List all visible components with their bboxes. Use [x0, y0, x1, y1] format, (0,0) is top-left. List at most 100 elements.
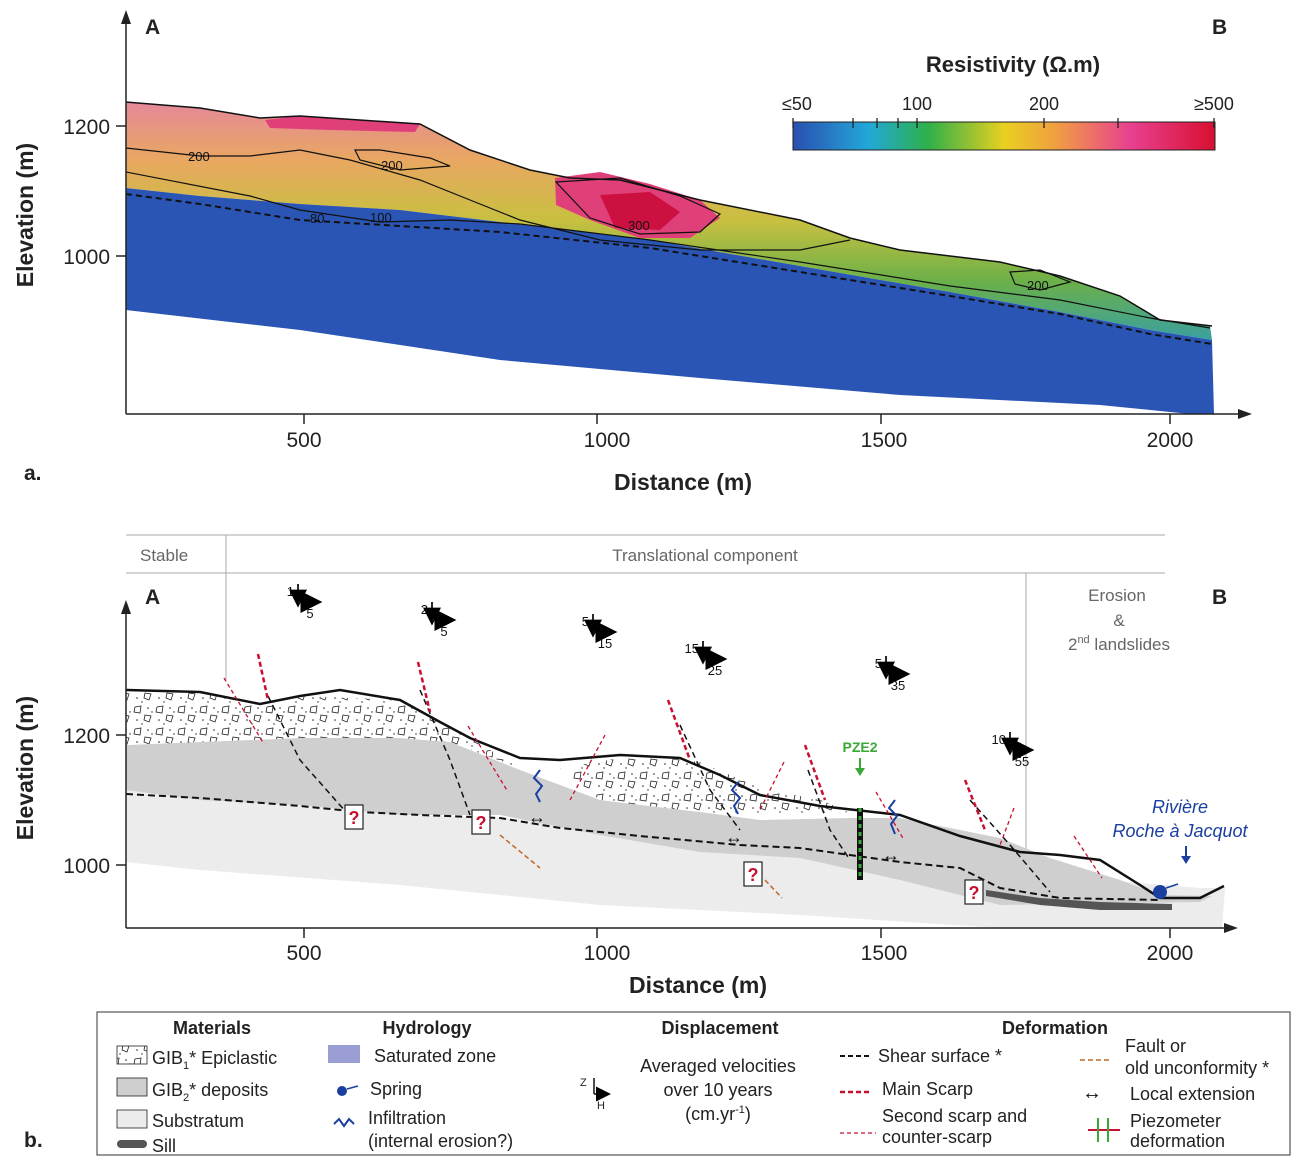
infiltration-icon — [532, 769, 544, 803]
legend-displacement-line2: over 10 years — [663, 1080, 772, 1100]
spring-arrow — [1165, 883, 1179, 889]
gib1-layer — [560, 755, 850, 815]
main-scarps — [256, 653, 987, 831]
zone-label-ampersand: & — [1113, 611, 1125, 630]
question-box — [344, 804, 364, 830]
legend-deformation-title: Deformation — [1002, 1018, 1108, 1038]
panel-b: Stable Translational component Erosion &… — [12, 534, 1249, 998]
colorbar: Resistivity (Ω.m) ≤50 100 200 ≥500 — [782, 52, 1234, 151]
panel-label-b: b. — [24, 1129, 43, 1152]
contour-label: 100 — [370, 210, 392, 225]
legend-materials-title: Materials — [173, 1018, 251, 1038]
main-scarp — [416, 661, 432, 713]
x-tick-label: 1000 — [584, 942, 631, 965]
velocity-h-value: 5 — [306, 606, 313, 621]
local-extension-icon: ↔ — [528, 807, 546, 827]
faults — [499, 834, 783, 899]
local-extension-icon: ↔ — [725, 827, 743, 847]
shear-branch — [679, 724, 741, 831]
question-box — [471, 809, 491, 835]
spring-legend-arrow — [346, 1085, 359, 1090]
contour-line — [354, 149, 451, 171]
contour-dashed-80 — [125, 193, 1213, 345]
zone-label-stable: Stable — [140, 546, 188, 565]
contour-line — [554, 177, 722, 235]
main-scarp — [666, 699, 692, 761]
infiltration-markers — [532, 769, 899, 835]
x-tick-label: 1500 — [861, 429, 908, 452]
velocity-h-value: 35 — [891, 678, 905, 693]
legend-displacement-title: Displacement — [661, 1018, 778, 1038]
y-tick-label: 1200 — [63, 725, 110, 748]
velocity-z-value: 15 — [685, 641, 699, 656]
zone-label-erosion: Erosion — [1088, 586, 1146, 605]
legend-piezo-1: Piezometer — [1130, 1111, 1221, 1131]
y-axis-arrow — [121, 10, 131, 24]
contour-label: 80 — [310, 211, 324, 226]
question-mark: ? — [476, 813, 487, 833]
resistivity-high-top — [265, 116, 420, 132]
x-tick-label: 2000 — [1147, 429, 1194, 452]
sill — [986, 890, 1172, 910]
profile-end-a: A — [145, 16, 160, 39]
swatch-gib2 — [116, 1077, 148, 1097]
profile-end-a: A — [145, 586, 160, 609]
gib1-layer — [126, 690, 520, 768]
shear-branch — [969, 799, 1051, 893]
legend-local-ext: Local extension — [1130, 1084, 1255, 1104]
infiltration-icon — [887, 799, 899, 835]
y-tick-label: 1000 — [63, 246, 110, 269]
panel-a: 200 200 80 100 300 200 1200 1000 500 100… — [12, 10, 1252, 495]
legend-second-2: counter-scarp — [882, 1127, 992, 1147]
legend-displacement-line3: (cm.yr-1) — [685, 1104, 751, 1124]
piezometer-arrow-head — [855, 768, 865, 776]
swatch-saturated — [328, 1045, 360, 1063]
legend-fault-2: old unconformity * — [1125, 1058, 1269, 1078]
legend-infiltration-2: (internal erosion?) — [368, 1131, 513, 1151]
main-scarp — [963, 779, 987, 831]
colorbar-tick-label: 200 — [1029, 94, 1059, 114]
contour-label: 200 — [1027, 278, 1049, 293]
legend-local-ext-icon: ↔ — [1082, 1082, 1102, 1104]
colorbar-tick-label: 100 — [902, 94, 932, 114]
local-extension-icon: ↔ — [882, 845, 900, 865]
legend-infiltration-1: Infiltration — [368, 1108, 446, 1128]
swatch-gib1 — [116, 1045, 148, 1065]
legend-z: Z — [580, 1077, 587, 1089]
x-tick-label: 1000 — [584, 429, 631, 452]
second-scarp — [1073, 835, 1103, 879]
main-scarp — [256, 653, 270, 701]
legend-h: H — [597, 1100, 605, 1112]
velocity-z-value: 1 — [287, 584, 294, 599]
contour-label: 300 — [628, 218, 650, 233]
legend-sill: Sill — [152, 1136, 176, 1156]
second-scarps — [223, 677, 1103, 879]
zone-label-translational: Translational component — [612, 546, 798, 565]
main-scarp — [803, 744, 827, 801]
panel-label-a: a. — [24, 462, 42, 485]
gib2-layer — [126, 738, 1212, 905]
legend-box — [96, 1011, 1291, 1156]
legend-main-scarp: Main Scarp — [882, 1079, 973, 1099]
swatch-substratum — [116, 1109, 148, 1129]
fault — [499, 834, 541, 869]
shear-branch — [419, 689, 471, 816]
velocity-h-value: 25 — [708, 663, 722, 678]
question-box — [964, 879, 984, 905]
shear-branch — [267, 695, 347, 813]
infiltration-legend-icon — [333, 1117, 355, 1128]
velocity-marker: 25 — [421, 602, 457, 639]
question-mark: ? — [349, 808, 360, 828]
velocity-h-value: 15 — [598, 636, 612, 651]
piezometer-label: PZE2 — [842, 739, 877, 755]
legend-second-1: Second scarp and — [882, 1106, 1027, 1126]
profile-end-b: B — [1212, 586, 1227, 609]
topography-line — [125, 101, 1213, 327]
colorbar-tick-label: ≥500 — [1194, 94, 1234, 114]
spring-icon — [1153, 885, 1167, 899]
question-marks: ? ? ? ? — [344, 804, 984, 905]
contour-label: 200 — [381, 158, 403, 173]
